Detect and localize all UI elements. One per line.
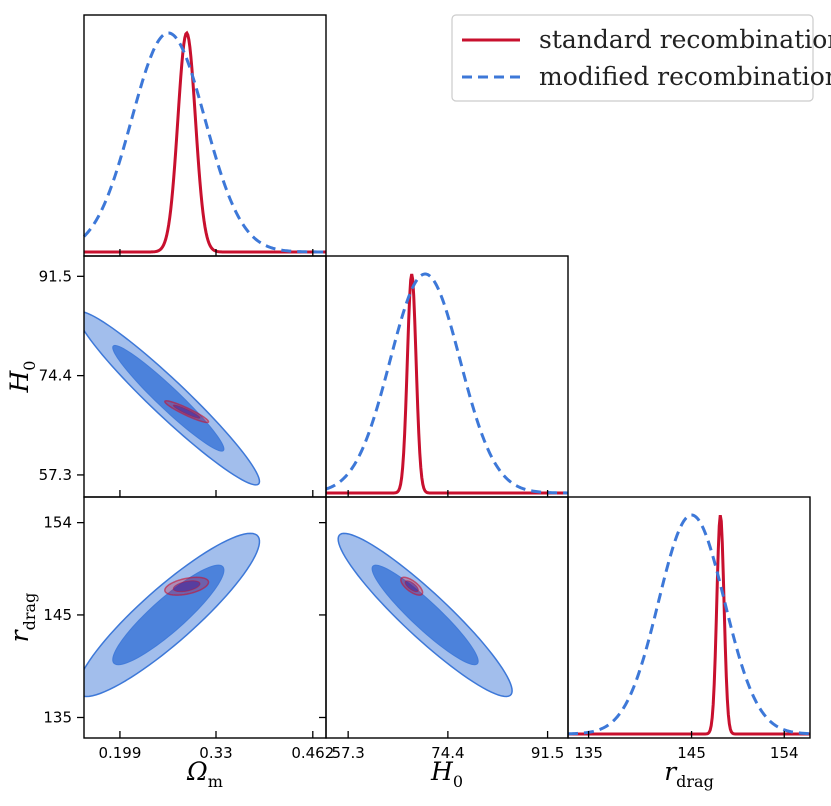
axis-label-x-omega-m: Ωm xyxy=(186,757,223,791)
axis-label-y-h0: H0 xyxy=(5,361,39,394)
axis-label-x-r-drag: rdrag xyxy=(664,757,714,791)
y-tick-label-h0: 74.4 xyxy=(39,367,72,385)
curve-standard-recombination-h0 xyxy=(326,273,568,495)
contour-standard-recombination-68 xyxy=(172,580,201,593)
curve-modified-recombination-h0 xyxy=(325,272,569,495)
legend: standard recombination modified recombina… xyxy=(451,14,831,102)
panel-h0-vs-omega-m xyxy=(84,311,261,486)
x-tick-label-r-drag: 154 xyxy=(770,744,799,762)
curve-modified-recombination-r-drag xyxy=(567,513,811,736)
contour-modified-recombination-68 xyxy=(112,564,225,666)
curve-modified-recombination-omega-m xyxy=(82,31,326,254)
x-tick-label-omega-m: 0.199 xyxy=(98,744,141,762)
panel-frame-1-1 xyxy=(325,255,569,498)
contour-modified-recombination-68 xyxy=(112,344,225,452)
y-tick-label-h0: 57.3 xyxy=(39,466,72,484)
panel-frame-1-0 xyxy=(83,255,327,498)
x-tick-label-h0: 74.4 xyxy=(431,744,464,762)
axis-label-y-r-drag: rdrag xyxy=(5,593,39,643)
legend-label-modified-recombination: modified recombination xyxy=(539,62,831,91)
contour-modified-recombination-68 xyxy=(371,564,479,666)
panel-frame-2-2 xyxy=(567,496,811,739)
axis-label-x-h0: H0 xyxy=(430,757,463,791)
x-tick-label-r-drag: 145 xyxy=(677,744,706,762)
y-tick-label-r-drag: 154 xyxy=(43,514,72,532)
curve-standard-recombination-r-drag xyxy=(568,514,810,736)
panel-r-drag-vs-omega-m xyxy=(84,532,261,698)
x-tick-label-omega-m: 0.462 xyxy=(291,744,334,762)
y-tick-label-r-drag: 135 xyxy=(43,708,72,726)
panel-omega-m-1d xyxy=(82,30,326,254)
x-tick-label-h0: 91.5 xyxy=(531,744,564,762)
y-tick-label-r-drag: 145 xyxy=(43,606,72,624)
contour-standard-recombination-68 xyxy=(404,580,419,593)
panel-r-drag-1d xyxy=(567,513,811,736)
legend-label-standard-recombination: standard recombination xyxy=(539,25,831,54)
contour-standard-recombination-68 xyxy=(172,404,201,419)
curve-standard-recombination-omega-m xyxy=(84,30,326,254)
y-tick-label-h0: 91.5 xyxy=(39,267,72,285)
x-tick-label-omega-m: 0.33 xyxy=(199,744,232,762)
x-tick-label-r-drag: 135 xyxy=(574,744,603,762)
panel-r-drag-vs-h0 xyxy=(337,532,513,698)
panel-h0-1d xyxy=(325,272,569,495)
x-tick-label-h0: 57.3 xyxy=(331,744,364,762)
